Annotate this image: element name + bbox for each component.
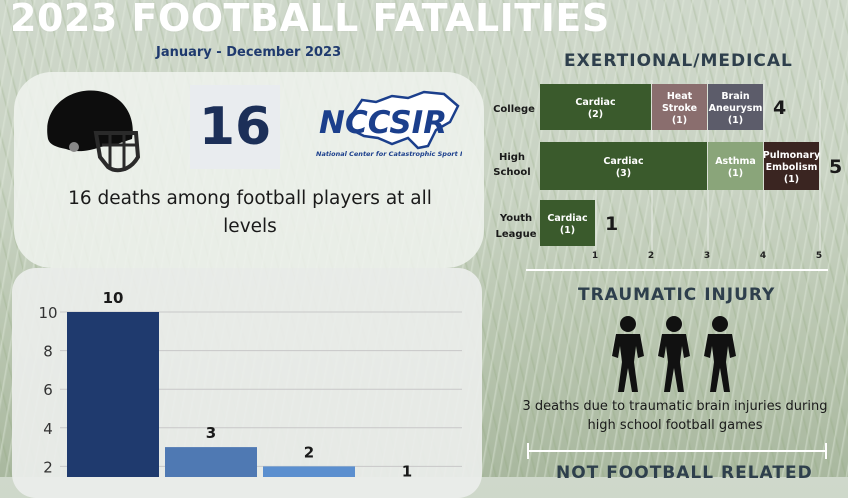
stack-segment — [708, 142, 763, 190]
stack-segment — [652, 84, 707, 130]
stack-segment — [764, 142, 819, 190]
y-tick-label: 2 — [43, 458, 53, 476]
x-tick-label: 3 — [704, 251, 710, 261]
football-players-icon — [612, 316, 736, 392]
bar — [165, 447, 257, 477]
segment-label: Stroke — [662, 103, 697, 114]
segment-label: (3) — [616, 168, 631, 179]
category-label: College — [493, 104, 535, 115]
not-football-title: NOT FOOTBALL RELATED — [556, 463, 813, 483]
segment-label: Cardiac — [547, 213, 587, 224]
bar-value-label: 10 — [103, 289, 124, 307]
row-total-label: 4 — [773, 97, 786, 119]
segment-label: (1) — [560, 225, 575, 236]
segment-label: Cardiac — [603, 156, 643, 167]
y-tick-label: 6 — [43, 381, 53, 399]
divider-cap-left — [527, 443, 529, 459]
x-tick-label: 2 — [648, 251, 654, 261]
summary-text: 16 deaths among football players at all … — [68, 188, 432, 237]
stack-segment — [708, 84, 763, 130]
football-helmet-icon — [47, 90, 141, 173]
bar-value-label: 3 — [206, 424, 216, 442]
segment-label: (1) — [784, 174, 799, 185]
segment-label: (1) — [728, 168, 743, 179]
category-label: League — [496, 229, 537, 240]
x-tick-label: 4 — [760, 251, 766, 261]
segment-label: Asthma — [715, 156, 756, 167]
y-tick-label: 10 — [38, 304, 57, 322]
page-title: 2023 FOOTBALL FATALITIES — [10, 0, 610, 40]
segment-label: Brain — [721, 91, 750, 102]
segment-label: Embolism — [766, 162, 818, 173]
logo-wordmark: NCCSIR — [319, 105, 447, 141]
segment-label: Pulmonary — [763, 150, 821, 161]
logo-subtitle: National Center for Catastrophic Sport I… — [316, 150, 462, 158]
bar-value-label: 1 — [402, 463, 412, 477]
stack-segment — [540, 84, 651, 130]
segment-label: Cardiac — [575, 97, 615, 108]
bar — [67, 312, 159, 477]
traumatic-title: TRAUMATIC INJURY — [578, 285, 776, 305]
category-label: High — [499, 152, 525, 163]
category-label: Youth — [499, 213, 532, 224]
exertional-title: EXERTIONAL/MEDICAL — [564, 51, 793, 71]
exertional-stacked-chart: 1 2 3 4 5 College High School Youth League Cardiac… — [493, 80, 842, 261]
traumatic-text: 3 deaths due to traumatic brain injuries… — [522, 399, 828, 433]
segment-label: Aneurysm — [709, 103, 763, 114]
segment-label: Heat — [667, 91, 693, 102]
divider-line — [526, 269, 828, 271]
nccsir-logo: NCCSIR National Center for Catastrophic … — [316, 90, 462, 158]
x-tick-label: 1 — [592, 251, 598, 261]
y-tick-label: 4 — [43, 420, 53, 438]
segment-label: (1) — [672, 115, 687, 126]
x-tick-label: 5 — [816, 251, 822, 261]
date-range: January - December 2023 — [156, 45, 342, 60]
divider-line-2 — [528, 450, 826, 452]
segment-label: (1) — [728, 115, 743, 126]
divider-cap-right — [825, 443, 827, 459]
stack-segment — [540, 200, 595, 246]
row-total-label: 5 — [829, 156, 842, 178]
total-deaths-number: 16 — [190, 85, 280, 169]
y-tick-label: 8 — [43, 343, 53, 361]
segment-label: (2) — [588, 109, 603, 120]
stack-segment — [540, 142, 707, 190]
category-label: School — [493, 167, 530, 178]
row-total-label: 1 — [605, 213, 618, 235]
bar-value-label: 2 — [304, 443, 314, 461]
level-bar-chart: 2 4 6 8 10 10 3 2 1 — [38, 289, 462, 477]
bar — [263, 466, 355, 477]
